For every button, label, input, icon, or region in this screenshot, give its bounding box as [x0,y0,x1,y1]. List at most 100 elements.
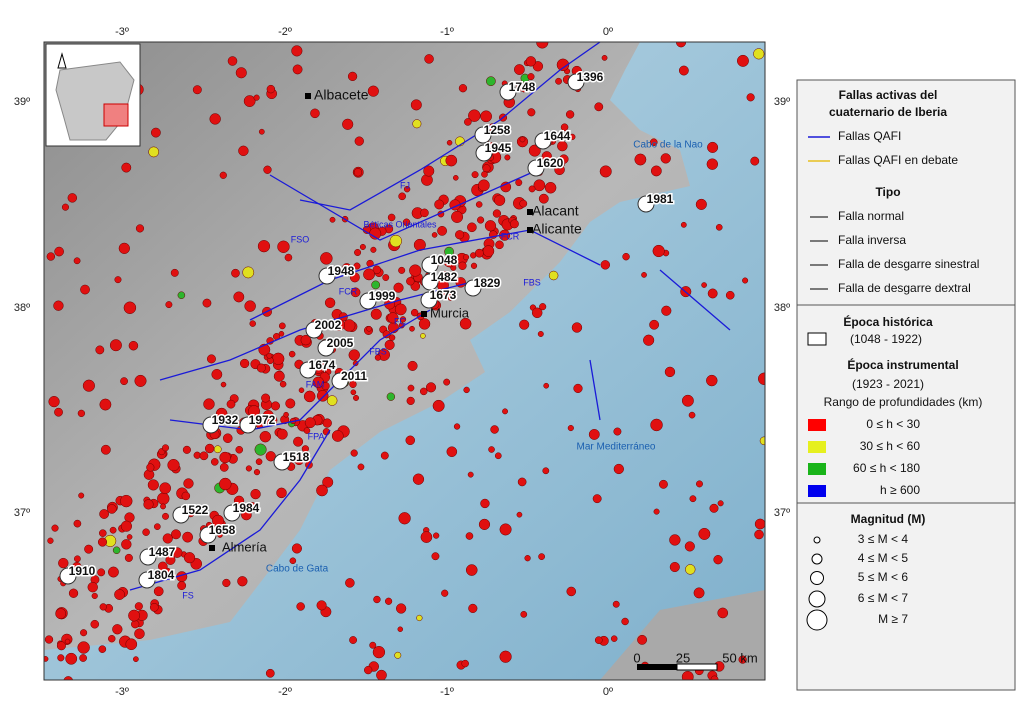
lat-tick-label: 39º [774,96,790,108]
earthquake-dot [393,282,404,293]
earthquake-dot [420,208,429,218]
earthquake-dot [538,553,545,561]
earthquake-dot [394,651,402,659]
lon-tick-label: -1º [440,26,454,38]
earthquake-dot [324,297,336,308]
fault-line [659,269,731,331]
earthquake-dot [717,500,724,507]
historic-event [273,453,291,471]
earthquake-dot [108,566,119,578]
earthquake-dot [301,445,309,453]
earthquake-dot [405,435,415,446]
earthquake-dot [61,203,69,211]
earthquake-dot [689,495,697,503]
earthquake-dot [622,252,630,261]
earthquake-dot [350,389,357,396]
earthquake-dot [99,529,107,537]
earthquake-dot [742,277,749,284]
legend-label: Falla inversa [838,233,906,247]
fault-line [129,429,331,591]
legend-swatch [808,590,826,608]
earthquake-dot [57,704,64,711]
fault-label: FAM [306,379,325,389]
earthquake-dot [488,446,495,453]
earthquake-dot [276,428,288,440]
earthquake-dot [406,277,415,286]
lon-tick-label: 0º [603,686,613,698]
earthquake-dot [475,201,483,208]
event-year: 1945 [485,141,512,155]
earthquake-dot [480,110,492,123]
historic-event [567,73,585,91]
earthquake-dot [643,334,655,346]
earthquake-dot [387,213,396,222]
earthquake-dot [695,198,707,210]
earthquake-dot [120,520,132,532]
earthquake-dot [170,268,179,277]
earthquake-dot [715,224,723,231]
earthquake-dot [445,154,458,167]
legend-label: 3 ≤ M < 4 [858,532,909,546]
earthquake-dot [754,529,764,540]
earthquake-dot [121,162,132,173]
earthquake-dot [291,45,303,57]
earthquake-dot [552,30,558,36]
event-year: 1674 [309,358,336,372]
earthquake-dot [738,655,747,664]
earthquake-dot [569,133,576,141]
earthquake-dot [192,85,202,95]
earthquake-dot [407,360,418,371]
earthquake-dot [696,480,703,488]
earthquake-dot [128,340,139,351]
earthquake-dot [437,225,447,236]
earthquakes [44,30,765,711]
earthquake-dot [698,527,711,540]
fault-label: FC [394,316,406,326]
earthquake-dot [142,528,150,536]
earthquake-dot [58,557,69,569]
earthquake-dot [637,634,648,645]
earthquake-dot [124,553,133,562]
legend-label: 30 ≤ h < 60 [860,439,921,453]
earthquake-dot [467,222,477,233]
lat-tick-label: 38º [14,302,30,314]
historic-event [318,267,336,285]
fault-label: FJ [400,180,410,190]
lat-tick-label: 39º [14,96,30,108]
legend-label: 60 ≤ h < 180 [853,461,920,475]
earthquake-dot [528,185,536,193]
earthquake-dot [482,164,491,173]
earthquake-dot [65,652,78,665]
earthquake-dot [613,427,622,436]
map-area [44,30,765,711]
earthquake-dot [524,555,531,562]
earthquake-dot [613,463,624,475]
earthquake-dot [373,595,381,604]
earthquake-dot [354,248,362,256]
earthquake-dot [74,690,80,696]
earthquake-dot [510,219,519,229]
earthquake-dot [706,374,718,387]
earthquake-dot [219,463,229,472]
legend-label: Falla normal [838,209,904,223]
event-year: 1522 [182,503,209,517]
earthquake-dot [292,64,303,75]
earthquake-dot [99,509,109,519]
earthquake-dot [254,443,267,456]
city-marker [527,227,533,233]
event-year: 1396 [577,70,604,84]
historic-event [421,273,439,291]
historic-event [534,132,552,150]
earthquake-dot [322,476,334,488]
earthquake-dot [610,635,618,642]
earthquake-dot [160,503,166,510]
earthquake-dot [202,298,212,308]
earthquake-dot [567,424,574,432]
earthquake-dot [386,392,396,401]
historic-event [138,571,156,589]
earthquake-dot [203,398,215,410]
legend-swatch [811,553,823,565]
scale-bar [637,663,718,671]
legend-label: Falla de desgarre dextral [838,281,971,295]
earthquake-dot [706,158,719,170]
